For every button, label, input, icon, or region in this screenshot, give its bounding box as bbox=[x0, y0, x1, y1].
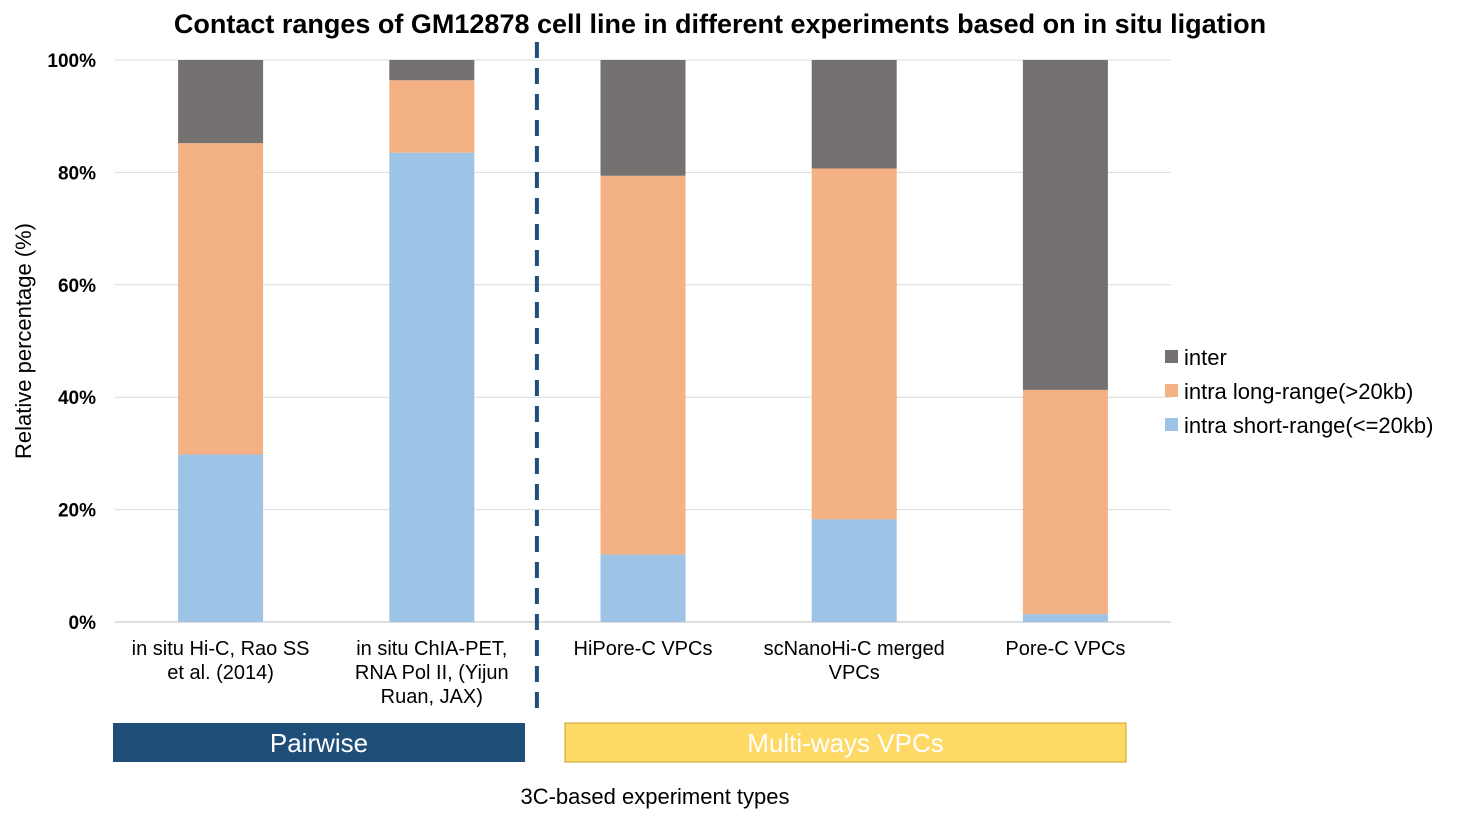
y-tick-label: 100% bbox=[47, 51, 96, 72]
bar-segment bbox=[1022, 60, 1108, 390]
bar-segment bbox=[600, 60, 686, 176]
group-bands: Pairwise Multi-ways VPCs bbox=[113, 722, 1127, 763]
bar-segment bbox=[600, 175, 686, 555]
x-category-label: HiPore-C VPCs bbox=[574, 638, 713, 660]
bar-segment bbox=[811, 60, 897, 169]
legend-swatch bbox=[1165, 418, 1178, 431]
y-tick-labels: 0% 20% 40% 60% 80% 100% bbox=[47, 51, 96, 634]
legend: inter intra long-range(>20kb) intra short-… bbox=[1165, 345, 1433, 438]
bar-segment bbox=[389, 60, 475, 81]
y-tick-label: 20% bbox=[58, 501, 96, 522]
legend-label: intra long-range(>20kb) bbox=[1184, 379, 1413, 404]
group-band-label: Pairwise bbox=[270, 728, 368, 758]
group-band bbox=[113, 723, 525, 762]
bar-segment bbox=[811, 168, 897, 520]
y-tick-label: 40% bbox=[58, 388, 96, 409]
x-category-label: RNA Pol II, (Yijun bbox=[355, 662, 509, 684]
x-category-label: Pore-C VPCs bbox=[1005, 638, 1125, 660]
x-category-label: Ruan, JAX) bbox=[381, 686, 483, 708]
group-band-label: Multi-ways VPCs bbox=[747, 728, 943, 758]
bar-segment bbox=[1022, 614, 1108, 622]
legend-label: intra short-range(<=20kb) bbox=[1184, 413, 1433, 438]
group-band bbox=[564, 722, 1127, 763]
y-tick-label: 60% bbox=[58, 276, 96, 297]
legend-swatch bbox=[1165, 350, 1178, 363]
bar-segment bbox=[1022, 389, 1108, 615]
y-axis-label: Relative percentage (%) bbox=[11, 223, 36, 459]
x-category-label: et al. (2014) bbox=[167, 662, 274, 684]
bar-segment bbox=[811, 519, 897, 622]
x-category-label: in situ ChIA-PET, bbox=[356, 638, 507, 660]
bar-segment bbox=[178, 143, 264, 455]
y-tick-label: 0% bbox=[69, 613, 97, 634]
x-axis-label: 3C-based experiment types bbox=[520, 784, 789, 809]
legend-label: inter bbox=[1184, 345, 1227, 370]
bar-segment bbox=[600, 554, 686, 622]
chart-title: Contact ranges of GM12878 cell line in d… bbox=[174, 9, 1266, 39]
bar-segment bbox=[178, 454, 264, 622]
bars bbox=[178, 60, 1108, 623]
legend-swatch bbox=[1165, 384, 1178, 397]
y-tick-label: 80% bbox=[58, 163, 96, 184]
bar-segment bbox=[389, 152, 475, 623]
x-category-label: scNanoHi-C merged bbox=[764, 638, 945, 660]
x-category-label: VPCs bbox=[829, 662, 880, 684]
bar-segment bbox=[389, 80, 475, 153]
x-category-label: in situ Hi-C, Rao SS bbox=[132, 638, 310, 660]
bar-segment bbox=[178, 60, 264, 144]
